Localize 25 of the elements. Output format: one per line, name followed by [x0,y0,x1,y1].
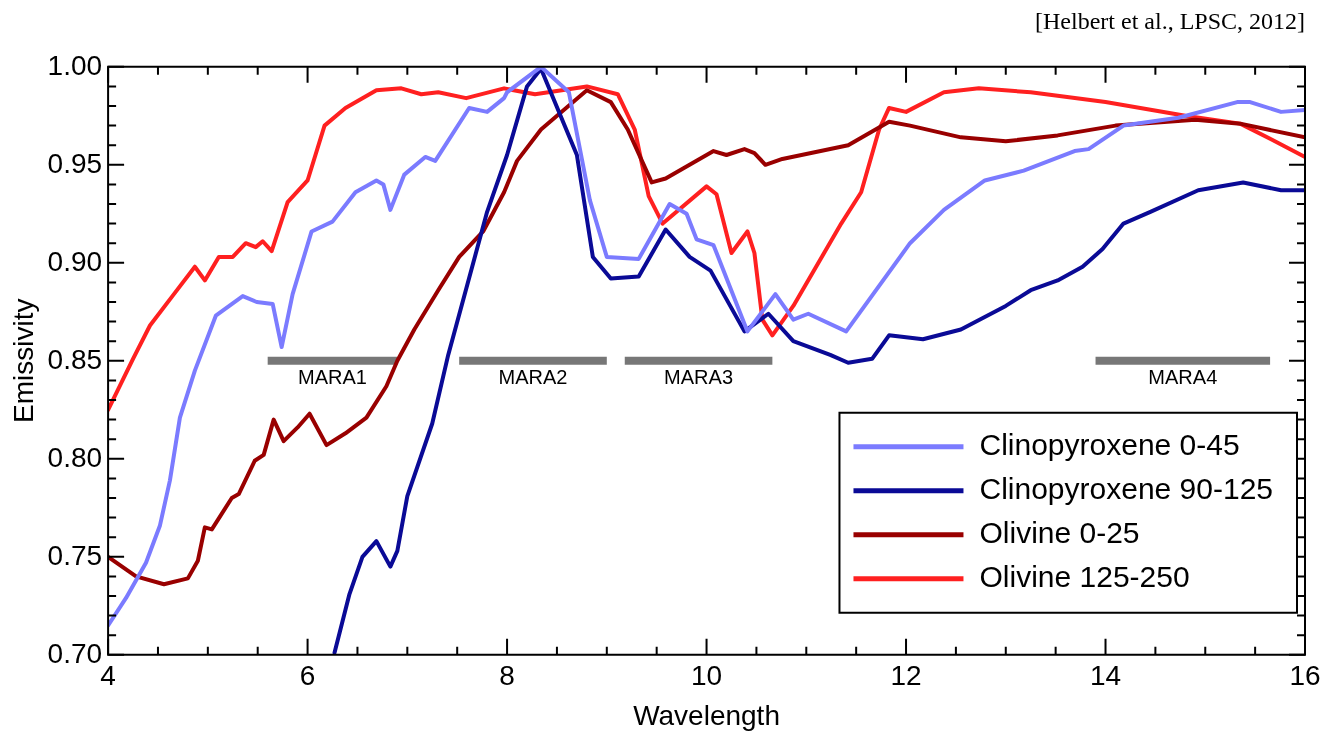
y-tick-label: 1.00 [47,49,103,81]
text: [Helbert et al., LPSC, 2012] [1035,8,1305,34]
x-axis-title: Wavelength [633,699,780,731]
legend-label: Clinopyroxene 0-45 [979,428,1240,462]
y-tick-label: 0.95 [47,147,103,179]
x-tick-label: 14 [1089,660,1122,692]
series-label: MARA2 [498,366,568,389]
y-tick-label: 0.90 [47,245,103,277]
y-tick-label: 0.85 [47,343,103,375]
x-tick-label: 6 [299,660,316,692]
legend-label: Olivine 0-25 [979,516,1140,550]
series-label: MARA3 [664,366,734,389]
x-tick-label: 8 [499,660,515,692]
series-label: MARA1 [298,366,367,389]
x-tick-label: 12 [890,660,922,692]
legend-label: Clinopyroxene 90-125 [979,472,1274,506]
x-tick-label: 16 [1289,660,1321,692]
y-axis-title: Emissivity [7,298,39,424]
y-tick-label: 0.75 [47,539,103,571]
y-tick-label: 0.70 [47,637,103,669]
series-label: MARA4 [1148,366,1218,389]
x-tick-label: 4 [100,660,116,692]
x-tick-label: 10 [690,660,723,692]
legend-label: Olivine 125-250 [979,560,1190,594]
y-tick-label: 0.80 [47,441,103,473]
